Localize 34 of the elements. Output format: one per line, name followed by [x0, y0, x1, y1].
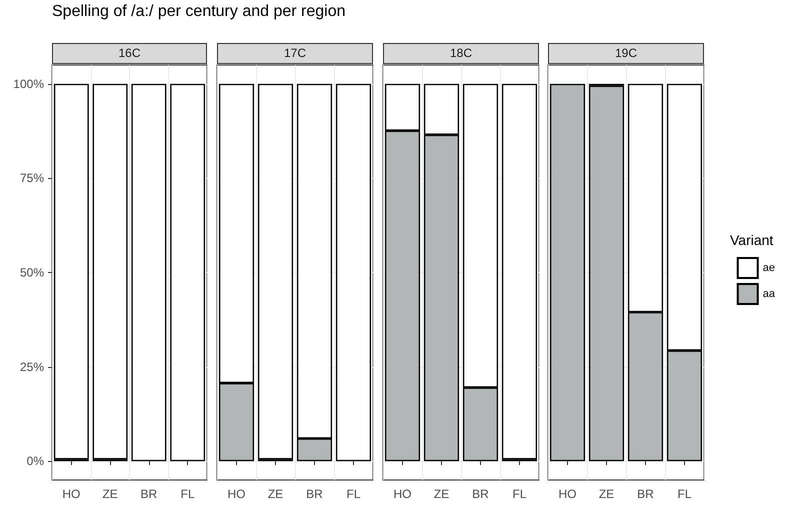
x-tick-label: BR — [637, 487, 654, 501]
x-tick-label: ZE — [268, 487, 284, 501]
x-tick-label: BR — [140, 487, 158, 501]
x-tick-label: BR — [472, 487, 490, 501]
x-tick-label: BR — [306, 487, 324, 501]
x-tick-label: ZE — [434, 487, 450, 501]
y-tick-label: 0% — [26, 454, 44, 468]
bar — [336, 84, 372, 462]
bar — [502, 84, 538, 460]
bar — [588, 86, 624, 462]
y-tick-label: 50% — [20, 266, 44, 280]
x-tick-label: ZE — [598, 487, 614, 501]
chart-subtitle: 16C — [52, 43, 207, 64]
x-tick-label: HO — [394, 487, 412, 501]
legend-title: Variant — [730, 232, 774, 248]
chart-subtitle: 18C — [383, 43, 539, 64]
y-tick-label: 25% — [20, 360, 44, 374]
chart-subtitle: 19C — [548, 43, 704, 64]
x-tick-label: HO — [228, 487, 246, 501]
y-tick-label: 75% — [20, 171, 44, 186]
bar — [550, 84, 586, 462]
x-tick-label: FL — [512, 487, 527, 501]
x-tick-label: ZE — [102, 487, 118, 501]
legend-label: ae — [762, 262, 776, 274]
x-tick-label: FL — [677, 487, 692, 501]
x-tick-label: FL — [346, 487, 361, 501]
x-tick-label: HO — [62, 487, 80, 501]
chart-subtitle: 17C — [217, 43, 373, 64]
chart-title: Spelling of /a:/ per century and per region — [52, 3, 346, 21]
legend-label: aa — [762, 288, 776, 300]
x-tick-label: HO — [558, 487, 576, 501]
x-tick-label: FL — [180, 487, 195, 501]
y-tick-label: 100% — [13, 76, 44, 91]
bar — [258, 84, 294, 460]
